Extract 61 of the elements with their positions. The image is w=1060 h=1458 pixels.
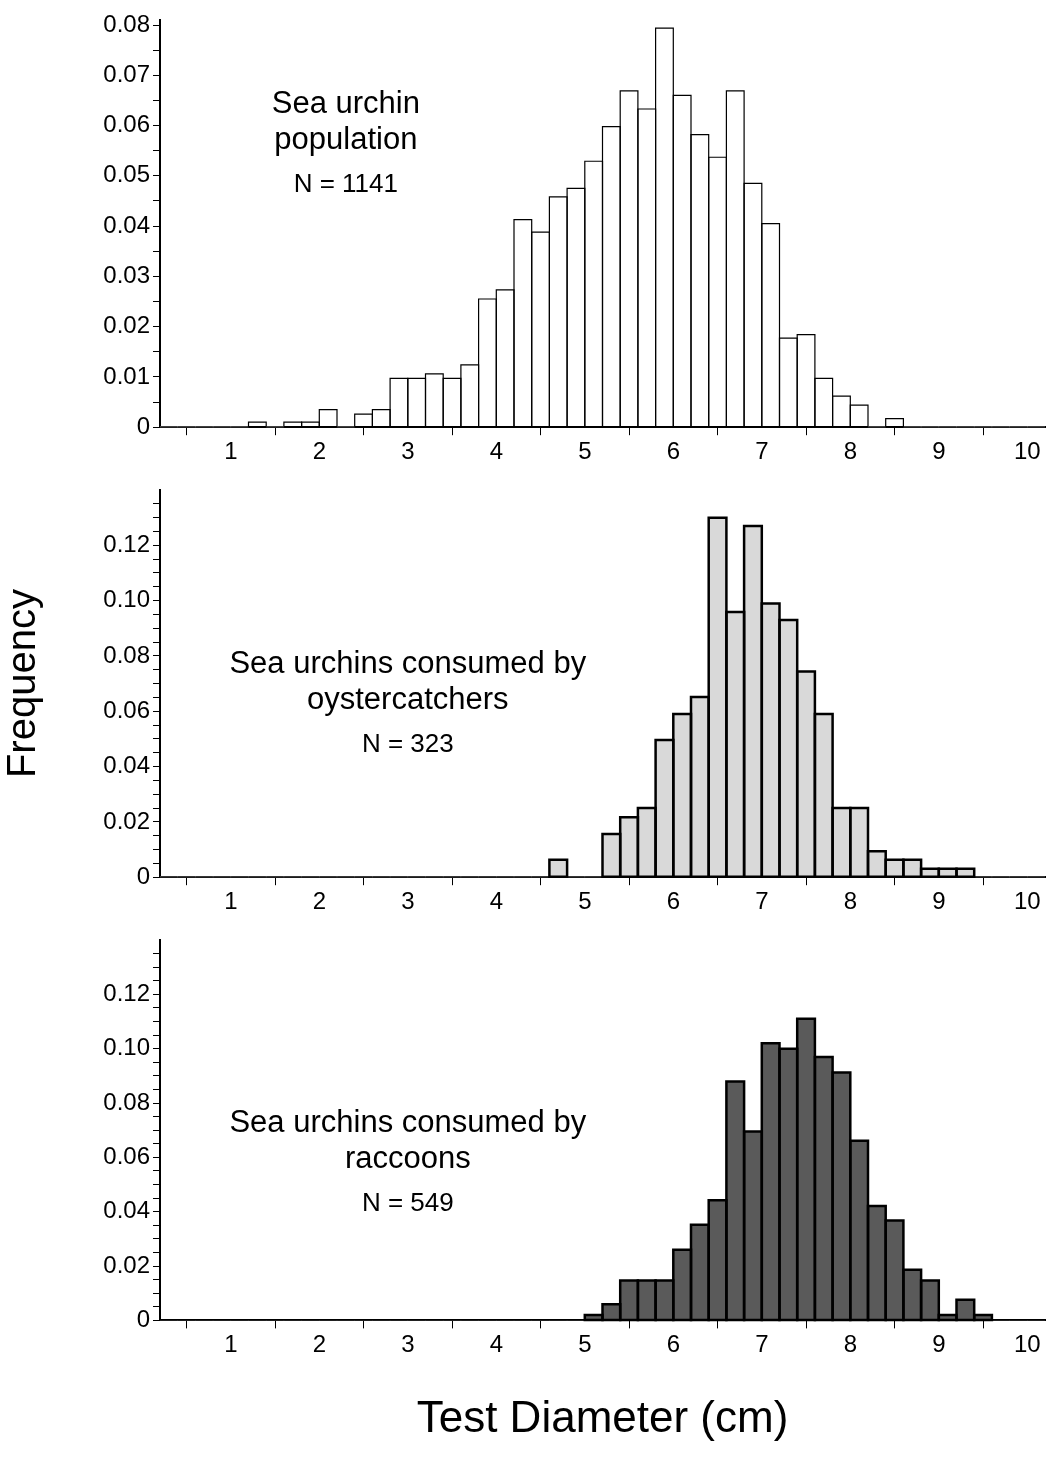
x-tick-label: 1 [224,1330,238,1358]
y-tick-label: 0.12 [103,978,150,1006]
x-tick-label: 9 [932,437,946,465]
y-tick-label: 0.04 [103,751,150,779]
x-tick-label: 8 [843,437,857,465]
x-tick-label: 10 [1013,437,1041,465]
annotation: N = 323 [360,726,455,760]
x-tick-label: 6 [666,437,680,465]
x-axis-title: Test Diameter (cm) [416,1391,789,1441]
x-tick-label: 6 [666,887,680,915]
y-tick-label: 0.06 [103,110,150,138]
y-axis-title: Frequency [0,589,44,779]
annotation: N = 549 [360,1185,455,1219]
x-tick-label: 4 [489,437,503,465]
x-tick-label: 2 [312,1330,326,1358]
y-tick-label: 0.07 [103,59,150,87]
x-tick-label: 5 [578,437,592,465]
annotation: N = 1141 [292,167,399,201]
x-tick-label: 10 [1013,1330,1041,1358]
y-tick-label: 0.06 [103,1142,150,1169]
x-tick-label: 8 [843,1330,857,1358]
x-tick-label: 4 [489,887,503,915]
annotation: Sea urchins consumed by raccoons [228,1103,588,1176]
x-tick-label: 3 [401,1330,415,1358]
x-tick-label: 9 [932,1330,946,1358]
x-tick-label: 6 [666,1330,680,1358]
y-tick-label: 0.01 [103,361,150,389]
y-tick-label: 0.05 [103,160,150,188]
x-tick-label: 2 [312,887,326,915]
y-tick-label: 0.02 [103,311,150,339]
annotation: Sea urchin population [270,85,421,158]
y-tick-label: 0 [136,861,150,889]
y-tick-label: 0.03 [103,261,150,289]
y-tick-label: 0 [136,1305,150,1333]
x-tick-label: 8 [843,887,857,915]
x-tick-label: 7 [755,887,769,915]
y-tick-label: 0.08 [103,1087,150,1115]
y-tick-label: 0.10 [103,1033,150,1061]
x-tick-label: 3 [401,887,415,915]
y-tick-label: 0.06 [103,695,150,723]
x-tick-label: 9 [932,887,946,915]
x-tick-label: 7 [755,1330,769,1358]
y-tick-label: 0 [136,411,150,439]
x-tick-label: 2 [312,437,326,465]
x-tick-label: 1 [224,437,238,465]
x-tick-label: 10 [1013,887,1041,915]
x-tick-label: 1 [224,887,238,915]
x-tick-label: 7 [755,437,769,465]
y-tick-label: 0.08 [103,640,150,668]
x-tick-label: 4 [489,1330,503,1358]
x-tick-label: 3 [401,437,415,465]
x-tick-label: 5 [578,887,592,915]
y-tick-label: 0.02 [103,806,150,834]
y-tick-label: 0.04 [103,1196,150,1224]
annotation: Sea urchins consumed by oystercatchers [228,644,588,717]
y-tick-label: 0.08 [103,9,150,37]
y-tick-label: 0.02 [103,1250,150,1278]
y-tick-label: 0.12 [103,529,150,557]
x-tick-label: 5 [578,1330,592,1358]
y-tick-label: 0.04 [103,210,150,238]
y-tick-label: 0.10 [103,585,150,613]
